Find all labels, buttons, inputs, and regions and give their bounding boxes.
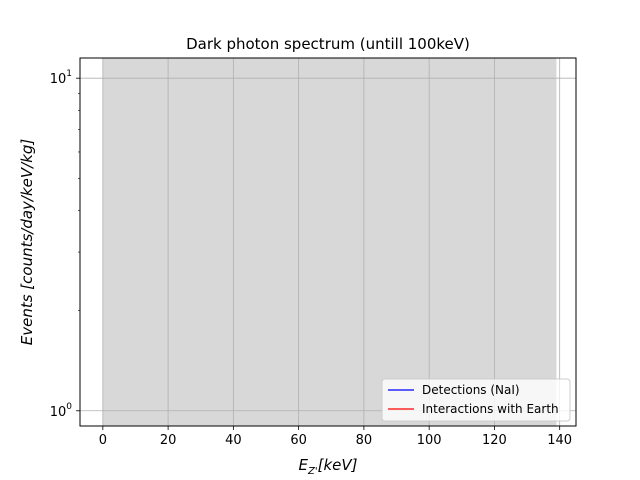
x-tick-label-7: 140	[547, 433, 572, 448]
legend: Detections (NaI) Interactions with Earth	[381, 378, 571, 422]
y-axis-label: Events [counts/day/keV/kg]	[18, 139, 36, 346]
legend-box	[381, 378, 571, 422]
grid	[80, 58, 576, 426]
x-axis-label: EZ'[keV]	[299, 456, 358, 477]
x-tick-label-4: 80	[356, 433, 373, 448]
x-tick-label-0: 0	[99, 433, 107, 448]
x-tick-label-6: 120	[482, 433, 507, 448]
legend-label-0: Detections (NaI)	[422, 383, 520, 397]
axes-frame	[79, 57, 577, 427]
x-tick-label-3: 60	[290, 433, 307, 448]
y-tick-label-1: 101	[50, 69, 72, 87]
chart-title: Dark photon spectrum (untill 100keV)	[186, 35, 470, 53]
x-tick-label-1: 20	[160, 433, 177, 448]
x-tick-label-5: 100	[417, 433, 442, 448]
x-tick-label-2: 40	[225, 433, 242, 448]
y-axis: 100 101	[50, 69, 80, 420]
x-axis: 0 20 40 60 80 100 120 140	[99, 426, 572, 448]
legend-label-1: Interactions with Earth	[422, 402, 559, 416]
plot-area	[102, 58, 557, 426]
shaded-region	[102, 58, 557, 426]
y-tick-label-0: 100	[50, 402, 73, 420]
